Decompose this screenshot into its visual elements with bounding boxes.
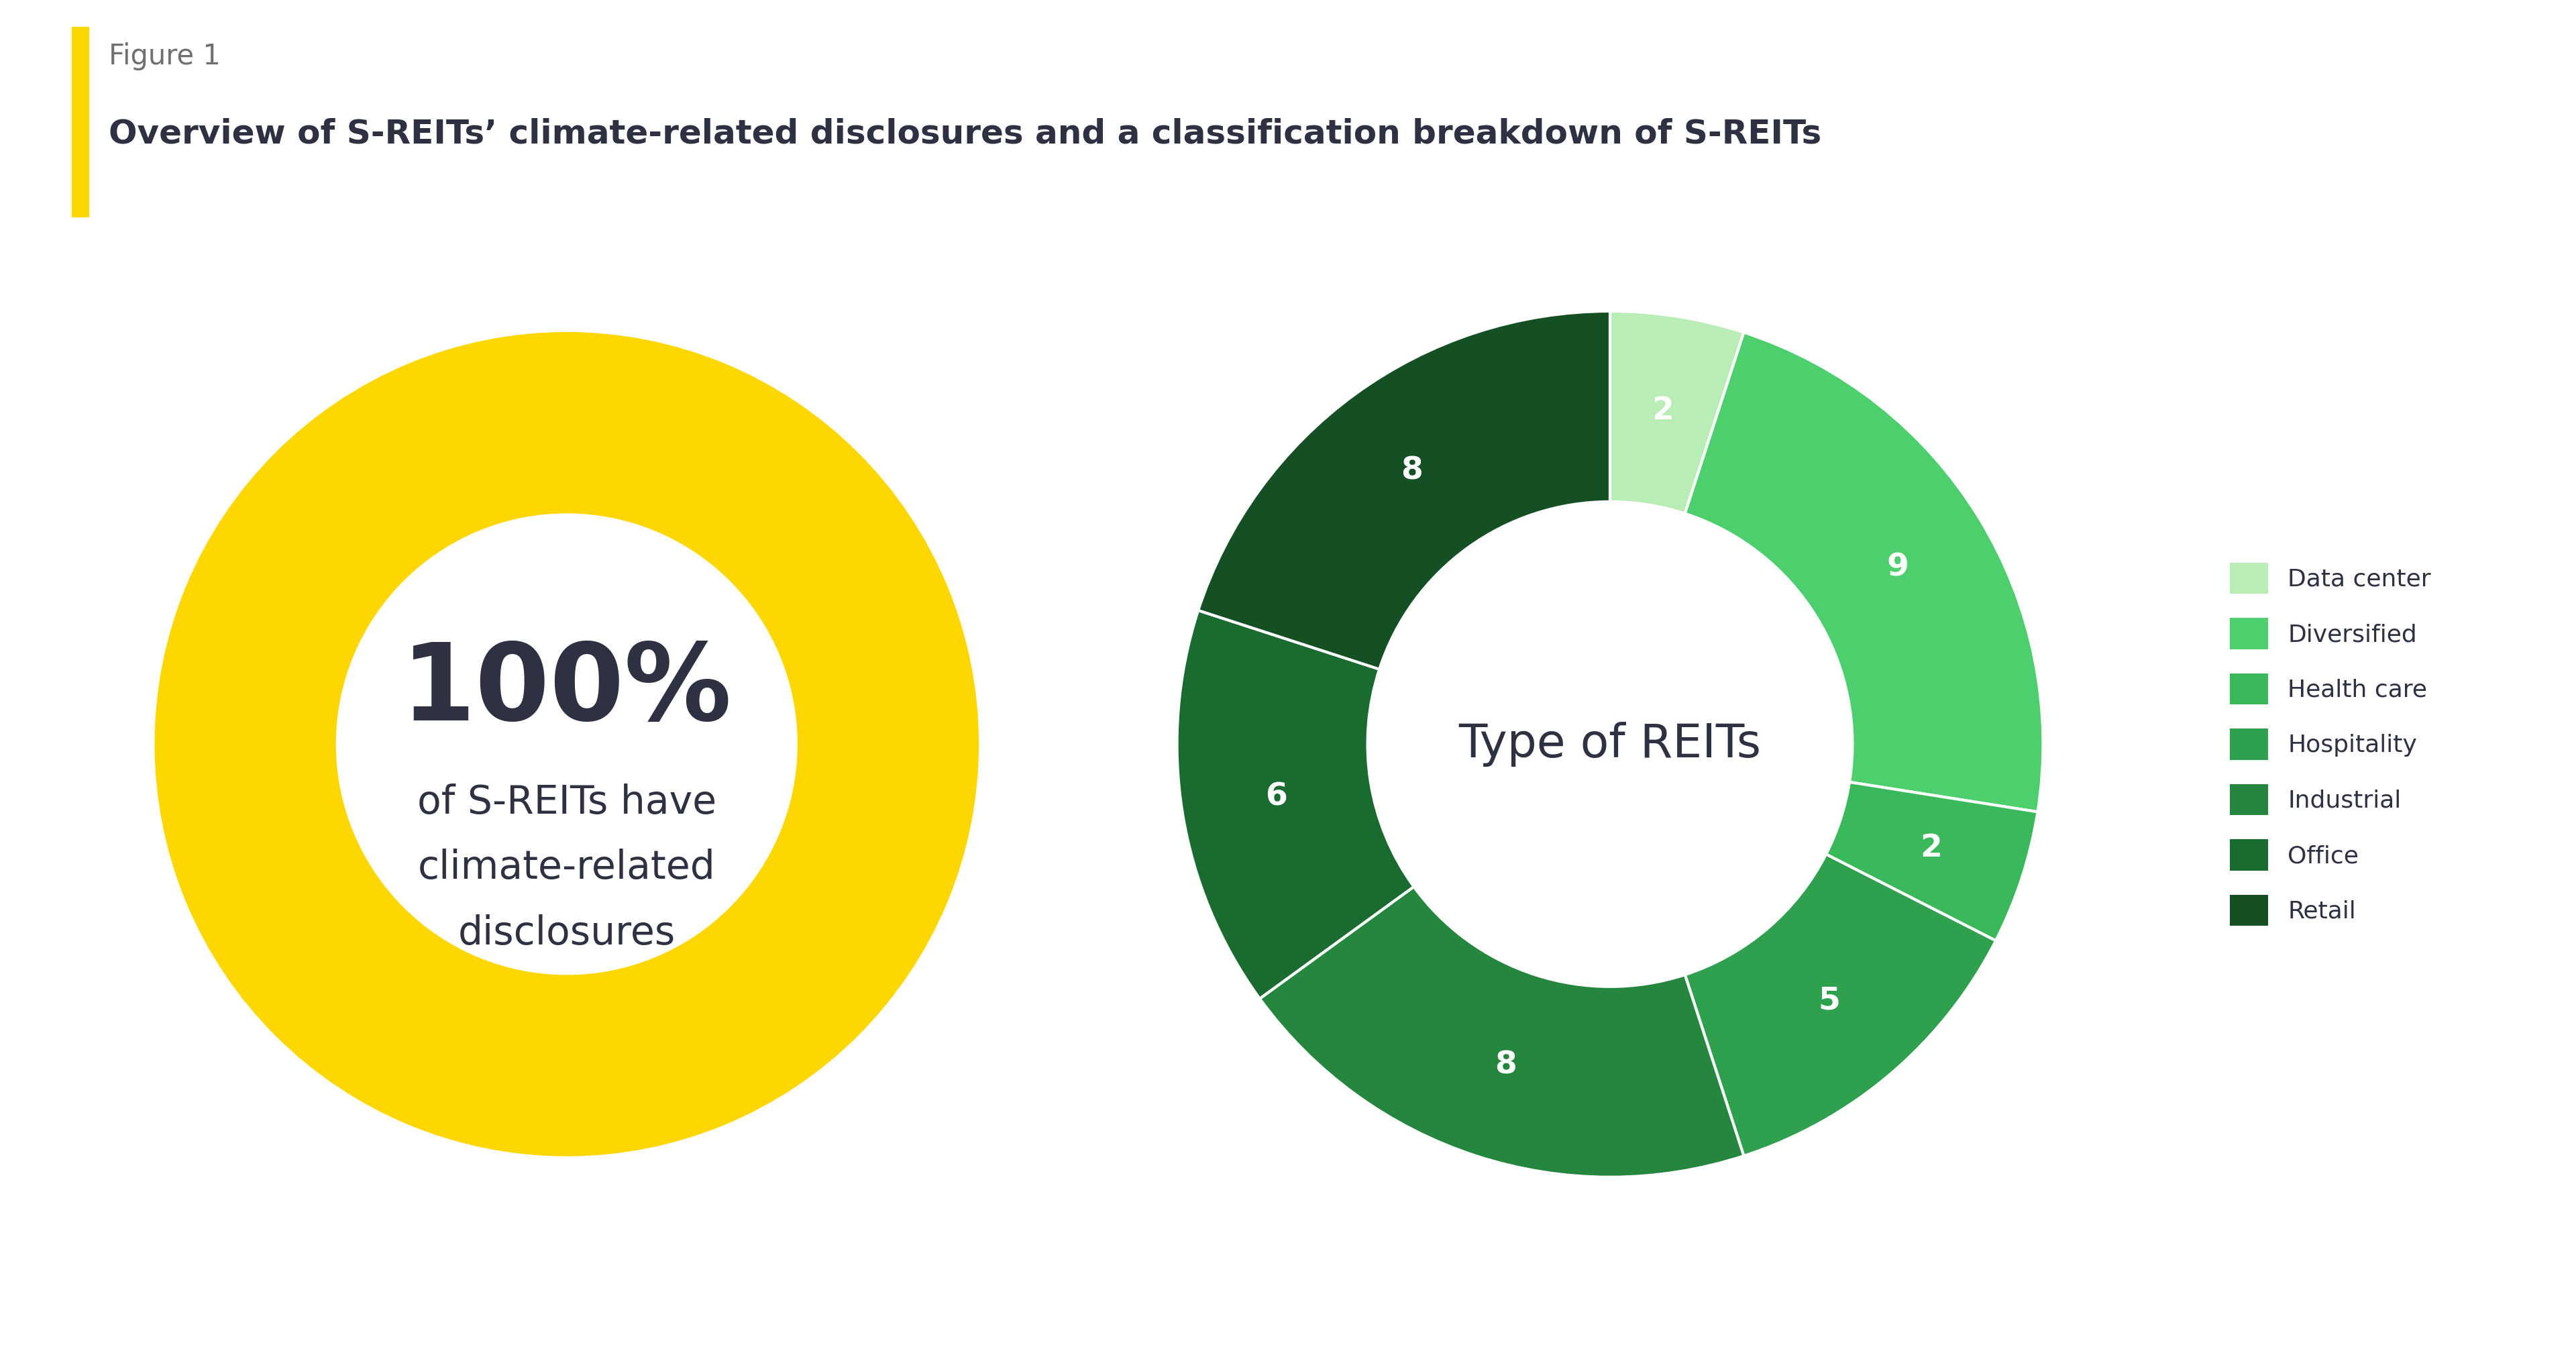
Legend: Data center, Diversified, Health care, Hospitality, Industrial, Office, Retail: Data center, Diversified, Health care, H… — [2218, 551, 2442, 938]
Wedge shape — [1177, 610, 1414, 999]
Text: 2: 2 — [1919, 833, 1942, 863]
Wedge shape — [1610, 311, 1744, 514]
Text: 8: 8 — [1494, 1050, 1517, 1081]
Text: Type of REITs: Type of REITs — [1458, 721, 1762, 767]
Wedge shape — [1198, 311, 1610, 670]
Text: 100%: 100% — [402, 639, 732, 743]
Text: of S-REITs have
climate-related
disclosures: of S-REITs have climate-related disclosu… — [417, 783, 716, 953]
Wedge shape — [1685, 854, 1996, 1155]
Wedge shape — [1826, 782, 2038, 940]
Text: 6: 6 — [1265, 782, 1288, 812]
Wedge shape — [1260, 886, 1744, 1177]
Bar — [72, 27, 88, 216]
Wedge shape — [155, 331, 979, 1157]
Text: Overview of S-REITs’ climate-related disclosures and a classification breakdown : Overview of S-REITs’ climate-related dis… — [108, 118, 1821, 150]
Text: Figure 1: Figure 1 — [108, 42, 222, 70]
Text: 9: 9 — [1888, 552, 1909, 583]
Text: 5: 5 — [1819, 986, 1839, 1016]
Wedge shape — [1685, 333, 2043, 812]
Text: 2: 2 — [1651, 395, 1674, 426]
Text: 8: 8 — [1401, 456, 1422, 486]
